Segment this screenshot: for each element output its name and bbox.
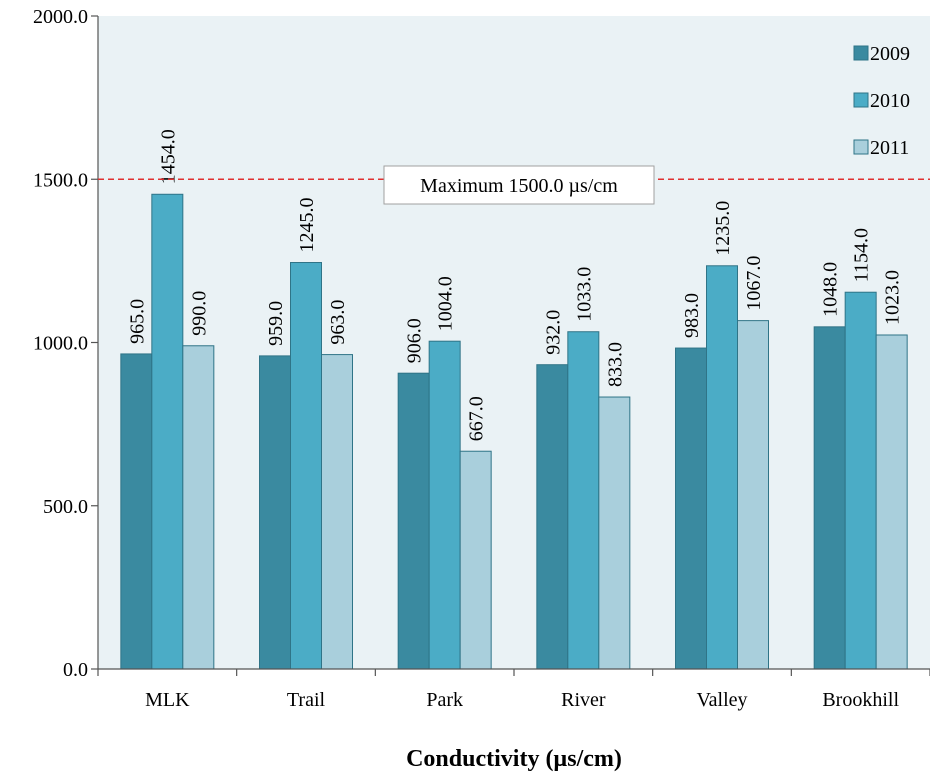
data-label: 1067.0: [743, 256, 765, 311]
legend-label-2010: 2010: [870, 90, 910, 112]
x-tick-label: Brookhill: [822, 689, 899, 711]
data-label: 983.0: [681, 293, 703, 338]
bar-2010-trail: [290, 262, 322, 670]
x-tick-label: Trail: [287, 689, 326, 711]
y-tick-label: 0.0: [63, 659, 88, 681]
data-label: 833.0: [604, 342, 626, 387]
bar-2009-trail: [259, 355, 291, 670]
data-label: 1235.0: [712, 201, 734, 256]
x-tick-label: Park: [426, 689, 463, 711]
legend-label-2011: 2011: [870, 137, 909, 159]
data-label: 906.0: [404, 318, 426, 363]
bar-2011-river: [598, 396, 631, 670]
bar-2011-brookhill: [875, 334, 908, 670]
legend-swatch-2009: [853, 45, 869, 61]
bar-2010-park: [428, 340, 461, 670]
bar-2009-mlk: [120, 353, 153, 670]
bar-2009-river: [536, 364, 569, 670]
bar-2010-brookhill: [844, 291, 877, 670]
bar-2009-park: [397, 372, 430, 670]
x-tick-label: MLK: [145, 689, 190, 711]
data-label: 1048.0: [820, 262, 842, 317]
data-label: 1004.0: [435, 276, 457, 331]
y-tick-label: 1500.0: [33, 169, 88, 191]
bar-2010-valley: [706, 265, 738, 670]
reference-annotation-box: [383, 165, 655, 205]
data-label: 963.0: [327, 300, 349, 345]
data-label: 1154.0: [851, 228, 873, 282]
data-label: 959.0: [265, 301, 287, 346]
bar-2009-brookhill: [813, 326, 846, 670]
bar-2011-mlk: [182, 345, 215, 670]
y-tick-label: 500.0: [43, 496, 88, 518]
y-tick-label: 1000.0: [33, 333, 88, 355]
data-label: 965.0: [126, 299, 148, 344]
legend-swatch-2010: [853, 92, 869, 108]
x-tick-label: River: [561, 689, 606, 711]
bar-2009-valley: [675, 347, 707, 670]
data-label: 990.0: [188, 291, 210, 336]
legend-label-2009: 2009: [870, 43, 910, 65]
data-label: 1245.0: [296, 198, 318, 253]
x-axis-title: Conductivity (µs/cm): [406, 746, 622, 772]
bar-2011-valley: [737, 320, 769, 670]
x-tick-label: Valley: [696, 689, 747, 711]
data-label: 667.0: [466, 396, 488, 441]
bar-2011-park: [459, 450, 492, 670]
data-label: 932.0: [542, 310, 564, 355]
bar-2010-river: [567, 331, 600, 670]
plot-area: [98, 16, 930, 669]
bar-2010-mlk: [151, 193, 184, 670]
reference-annotation-label: Maximum 1500.0 µs/cm: [420, 175, 618, 197]
legend-swatch-2011: [853, 139, 869, 155]
y-tick-label: 2000.0: [33, 6, 88, 28]
bar-2011-trail: [321, 354, 353, 670]
data-label: 1454.0: [157, 129, 179, 184]
data-label: 1023.0: [882, 270, 904, 325]
data-label: 1033.0: [573, 267, 595, 322]
